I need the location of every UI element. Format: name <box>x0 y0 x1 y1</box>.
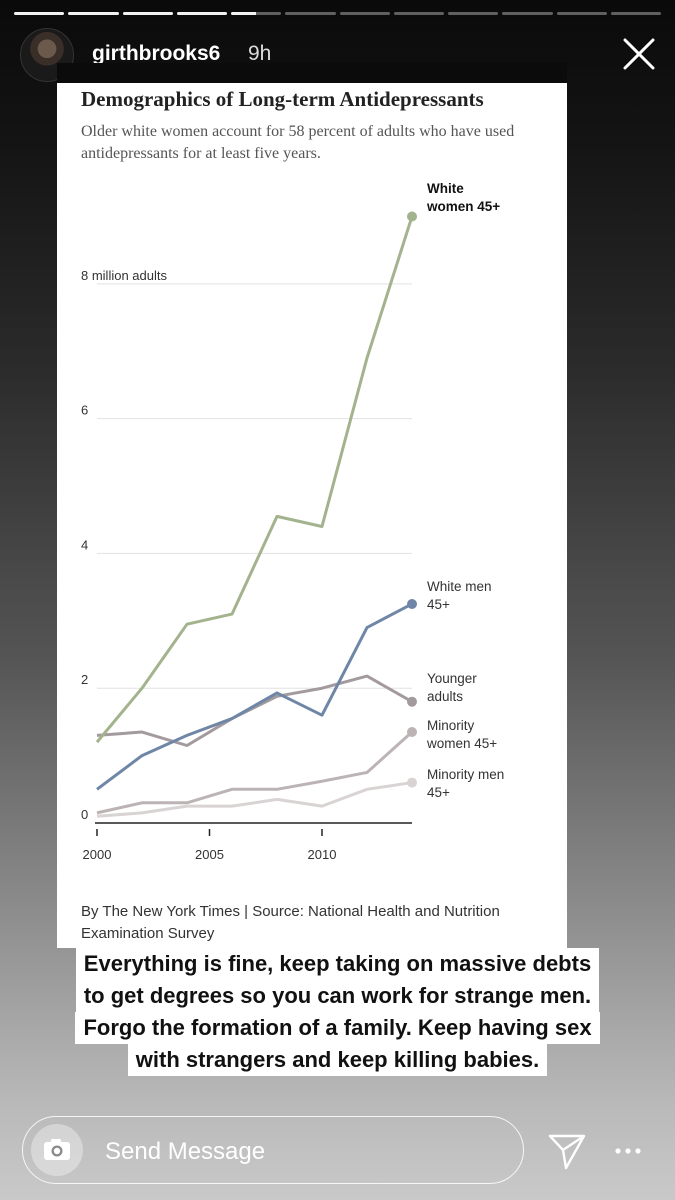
avatar[interactable] <box>20 28 74 82</box>
story-progress-segment <box>285 12 336 15</box>
story-progress-bar <box>14 12 661 15</box>
chart-subtitle: Older white women account for 58 percent… <box>81 123 515 162</box>
y-tick-label: 0 <box>81 807 88 822</box>
series-label: White men <box>427 579 492 594</box>
send-icon <box>548 1134 586 1170</box>
y-tick-label: 6 <box>81 403 88 418</box>
story-progress-segment <box>68 12 119 15</box>
series-label: White <box>427 181 464 196</box>
series-label: 45+ <box>427 597 450 612</box>
y-tick-label: 4 <box>81 537 88 552</box>
series-label: 45+ <box>427 785 450 800</box>
story-reply-bar: Send Message <box>0 1116 675 1186</box>
series-end-point <box>407 727 417 738</box>
x-tick-label: 2010 <box>308 847 337 862</box>
caption-line: Everything is fine, keep taking on massi… <box>75 948 600 980</box>
series-label: adults <box>427 689 463 704</box>
series-label: women 45+ <box>426 199 500 214</box>
series-label: women 45+ <box>426 736 497 751</box>
close-button[interactable] <box>621 36 657 72</box>
story-caption: Everything is fine, keep taking on massi… <box>0 948 675 1076</box>
story-progress-segment <box>231 12 282 15</box>
y-tick-label: 2 <box>81 672 88 687</box>
camera-button[interactable] <box>31 1124 83 1176</box>
camera-icon <box>44 1139 70 1160</box>
story-image-card: Demographics of Long-term Antidepressant… <box>57 63 567 948</box>
series-end-point <box>407 598 417 609</box>
story-progress-segment <box>393 12 444 15</box>
chart-title: Demographics of Long-term Antidepressant… <box>81 87 484 111</box>
series-line <box>96 602 413 791</box>
y-tick-label: 8 million adults <box>81 268 167 283</box>
story-header: girthbrooks6 9h <box>20 28 657 84</box>
series-label: Minority men <box>427 767 504 782</box>
series-end-point <box>407 777 417 788</box>
chart-credit: By The New York Times | Source: National… <box>81 903 500 942</box>
send-message-placeholder: Send Message <box>105 1138 266 1165</box>
username[interactable]: girthbrooks6 <box>92 42 221 65</box>
image-top-strip <box>57 63 567 83</box>
series-label: Younger <box>427 671 477 686</box>
line-chart: 0 2 4 6 8 million adults 2000 2005 2010 White wom… <box>81 181 504 862</box>
story-progress-segment <box>448 12 499 15</box>
caption-line: to get degrees so you can work for stran… <box>75 980 600 1012</box>
send-message-input[interactable]: Send Message <box>22 1116 524 1184</box>
series-line <box>96 781 413 818</box>
send-button[interactable] <box>546 1130 588 1172</box>
series-line <box>95 216 414 744</box>
x-tick-label: 2000 <box>83 847 112 862</box>
series-end-point <box>407 696 417 707</box>
post-time: 9h <box>248 42 272 65</box>
story-progress-segment <box>610 12 661 15</box>
series-end-point <box>407 211 417 222</box>
caption-line: Forgo the formation of a family. Keep ha… <box>75 1012 600 1044</box>
caption-line: with strangers and keep killing babies. <box>127 1044 548 1076</box>
story-progress-segment <box>339 12 390 15</box>
close-icon <box>623 38 655 70</box>
story-progress-segment <box>122 12 173 15</box>
story-progress-segment <box>14 12 65 15</box>
more-options-button[interactable] <box>612 1136 644 1166</box>
more-icon <box>615 1148 641 1154</box>
series-line <box>96 730 414 815</box>
story-progress-segment <box>556 12 607 15</box>
series-label: Minority <box>427 718 475 733</box>
story-progress-segment <box>176 12 227 15</box>
x-tick-label: 2005 <box>195 847 224 862</box>
story-progress-segment <box>502 12 553 15</box>
